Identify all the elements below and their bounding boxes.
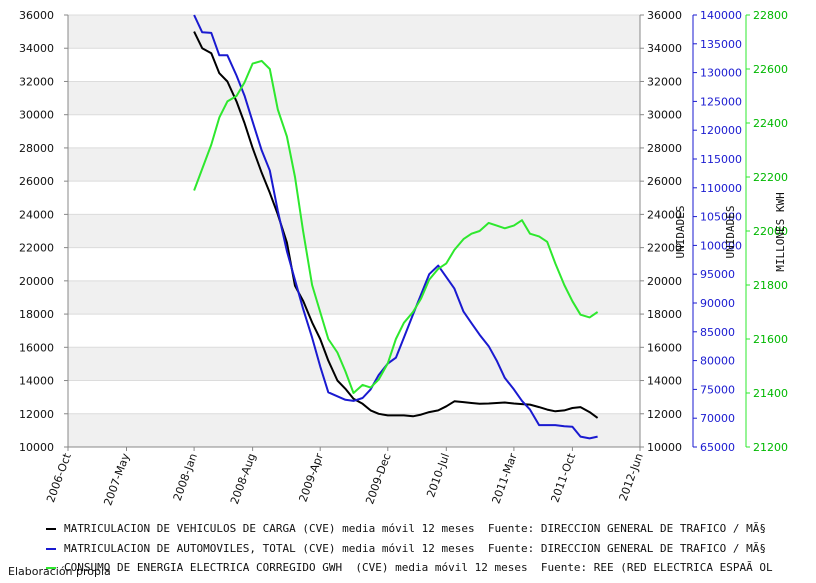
x-tick-label: 2007-May	[101, 451, 132, 507]
y-left-ticks: 10000 12000 14000 16000 18000 20000 22000 24000…	[19, 9, 68, 454]
y-right2-tick-label: 95000	[700, 268, 735, 281]
grid-band	[68, 147, 640, 182]
y-left-tick-label: 30000	[19, 109, 54, 122]
grid-band	[68, 413, 640, 447]
y-left-tick-label: 14000	[19, 375, 54, 388]
x-ticks: 2006-Oct 2007-May 2008-Jan 2008-Aug 2009-Apr…	[44, 447, 646, 507]
y-left-tick-label: 16000	[19, 341, 54, 354]
y-right1-tick-label: 30000	[647, 109, 682, 122]
y-right1-tick-label: 32000	[647, 75, 682, 88]
x-tick-label: 2008-Jan	[171, 452, 200, 503]
y-right1-tick-label: 12000	[647, 408, 682, 421]
y-right2-ticks: 65000 70000 75000 80000 85000 90000 95000 10000…	[693, 9, 742, 454]
y-left-tick-label: 26000	[19, 175, 54, 188]
series-line-carga	[193, 31, 599, 419]
y-left-tick-label: 36000	[19, 9, 54, 22]
y-left-tick-label: 24000	[19, 208, 54, 221]
y-left-tick-label: 22000	[19, 242, 54, 255]
legend-item-consumo: CONSUMO DE ENERGIA ELECTRICA CORREGIDO G…	[46, 561, 816, 574]
x-tick-label: 2006-Oct	[44, 451, 74, 504]
y-right1-title: UNIDADES	[674, 206, 687, 259]
y-right1-tick-label: 26000	[647, 175, 682, 188]
y-right3-ticks: 21200 21400 21600 21800 22000 22200 22400 22600…	[746, 9, 788, 454]
y-left-tick-label: 12000	[19, 408, 54, 421]
x-tick-label: 2011-Mar	[489, 451, 519, 505]
y-right3-tick-label: 21200	[753, 441, 788, 454]
y-right3-title: MILLONES KWH	[774, 192, 787, 271]
y-right3-tick-label: 21800	[753, 279, 788, 292]
grid-band	[68, 214, 640, 248]
legend-text: MATRICULACION DE VEHICULOS DE CARGA (CVE…	[64, 522, 766, 535]
y-right2-tick-label: 135000	[700, 38, 742, 51]
series-line-automoviles	[193, 14, 598, 440]
y-right3-tick-label: 21600	[753, 333, 788, 346]
y-right1-tick-label: 28000	[647, 142, 682, 155]
series-line-consumo	[193, 59, 599, 394]
y-left-tick-label: 28000	[19, 142, 54, 155]
y-left-tick-label: 18000	[19, 308, 54, 321]
x-tick-label: 2008-Aug	[228, 452, 258, 506]
y-right1-tick-label: 14000	[647, 375, 682, 388]
legend-item-carga: MATRICULACION DE VEHICULOS DE CARGA (CVE…	[46, 522, 816, 535]
y-right3-tick-label: 22000	[753, 225, 788, 238]
y-right2-tick-label: 90000	[700, 297, 735, 310]
grid-band	[68, 347, 640, 381]
y-right1-tick-label: 36000	[647, 9, 682, 22]
y-right2-tick-label: 110000	[700, 182, 742, 195]
grid-band	[68, 280, 640, 315]
y-left-tick-label: 20000	[19, 275, 54, 288]
x-tick-label: 2012-Jun	[617, 452, 646, 503]
y-right1-tick-label: 22000	[647, 242, 682, 255]
y-right3-tick-label: 22400	[753, 117, 788, 130]
y-right2-tick-label: 70000	[700, 412, 735, 425]
y-right2-tick-label: 130000	[700, 67, 742, 80]
grid-band	[68, 81, 640, 115]
x-tick-label: 2009-Dec	[363, 452, 393, 506]
legend-swatch-black	[46, 528, 56, 530]
y-left-tick-label: 10000	[19, 441, 54, 454]
y-right2-title: UNIDADES	[724, 206, 737, 259]
y-right2-tick-label: 85000	[700, 326, 735, 339]
y-left-tick-label: 34000	[19, 42, 54, 55]
legend-text: MATRICULACION DE AUTOMOVILES, TOTAL (CVE…	[64, 542, 766, 555]
y-left-tick-label: 32000	[19, 75, 54, 88]
y-right1-tick-label: 34000	[647, 42, 682, 55]
y-right2-tick-label: 100000	[700, 239, 742, 252]
y-right2-tick-label: 105000	[700, 211, 742, 224]
y-right2-tick-label: 75000	[700, 383, 735, 396]
y-right1-ticks: 10000 12000 14000 16000 18000 20000 22000 24000…	[640, 9, 682, 454]
y-right3-tick-label: 21400	[753, 387, 788, 400]
plot-bands	[68, 14, 640, 448]
y-right2-tick-label: 80000	[700, 355, 735, 368]
legend-item-automoviles: MATRICULACION DE AUTOMOVILES, TOTAL (CVE…	[46, 542, 816, 555]
source-note: Elaboración propia	[8, 565, 111, 578]
y-right3-tick-label: 22600	[753, 63, 788, 76]
y-right2-tick-label: 120000	[700, 124, 742, 137]
y-right1-tick-label: 20000	[647, 275, 682, 288]
y-right1-tick-label: 24000	[647, 208, 682, 221]
y-right2-tick-label: 140000	[700, 9, 742, 22]
series-lines	[193, 14, 599, 440]
legend-text: CONSUMO DE ENERGIA ELECTRICA CORREGIDO G…	[64, 561, 773, 574]
y-right1-tick-label: 16000	[647, 341, 682, 354]
x-tick-label: 2011-Oct	[548, 451, 578, 504]
x-tick-label: 2009-Apr	[296, 451, 326, 504]
grid-band	[68, 15, 640, 49]
y-right1-tick-label: 18000	[647, 308, 682, 321]
y-right2-tick-label: 115000	[700, 153, 742, 166]
y-right3-tick-label: 22200	[753, 171, 788, 184]
legend-swatch-blue	[46, 548, 56, 550]
legend-swatch-green	[46, 567, 56, 569]
y-right2-tick-label: 125000	[700, 95, 742, 108]
y-right3-tick-label: 22800	[753, 9, 788, 22]
y-right2-tick-label: 65000	[700, 441, 735, 454]
x-tick-label: 2010-Jul	[424, 452, 452, 500]
y-right1-tick-label: 10000	[647, 441, 682, 454]
